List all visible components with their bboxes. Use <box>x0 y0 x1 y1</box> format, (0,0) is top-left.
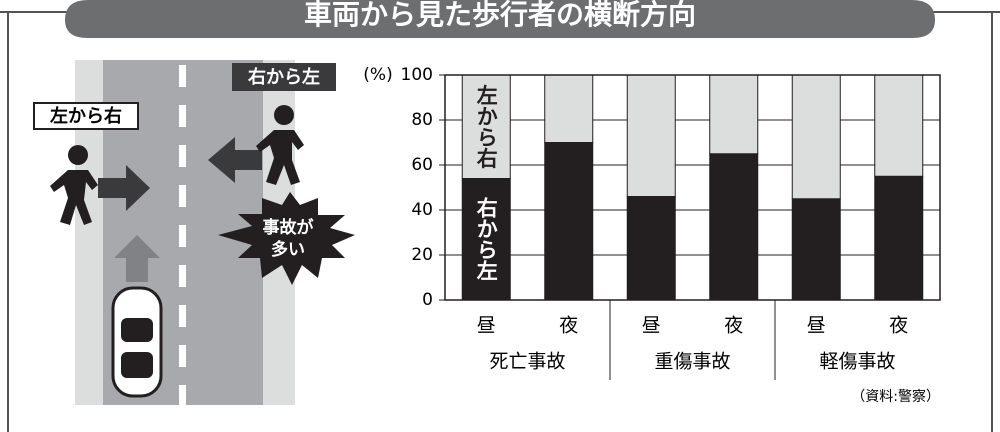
bar-segment <box>627 197 675 301</box>
y-tick-label: 80 <box>411 110 433 130</box>
group-label: 軽傷事故 <box>819 351 895 373</box>
series-label: 左から右 <box>474 84 498 170</box>
source: （資料:警察） <box>851 388 940 405</box>
group-label: 重傷事故 <box>654 351 730 373</box>
left-label: 左から右 <box>50 105 122 127</box>
bar-segment <box>627 75 675 197</box>
x-tick-label: 昼 <box>477 315 496 337</box>
x-tick-label: 夜 <box>889 315 908 337</box>
x-tick-label: 昼 <box>642 315 661 337</box>
bar-segment <box>545 75 593 143</box>
group-label: 死亡事故 <box>489 351 565 373</box>
bar-segment <box>875 176 923 300</box>
title: 車両から見た歩行者の横断方向 <box>304 0 696 31</box>
x-tick-label: 夜 <box>559 315 578 337</box>
bar-segment <box>792 75 840 199</box>
burst-text: 事故が <box>263 217 314 238</box>
bar-segment <box>545 143 593 301</box>
y-tick-label: 40 <box>411 200 433 220</box>
series-label: 右から左 <box>474 197 498 282</box>
road-illustration: 左から右 右から左 事故が 多い <box>34 60 355 405</box>
bar-segment <box>875 75 923 176</box>
burst-text: 多い <box>271 239 305 260</box>
bar-segment <box>792 199 840 300</box>
bar-segment <box>710 154 758 300</box>
page: 車両から見た歩行者の横断方向 左から右 右から左 事故が <box>0 0 1000 432</box>
plot-frame <box>445 75 940 300</box>
bar-segment <box>710 75 758 154</box>
y-tick-label: 0 <box>422 290 433 310</box>
y-tick-label: 100 <box>401 65 433 85</box>
y-axis-label: (%) <box>363 65 392 85</box>
right-label: 右から左 <box>248 66 320 88</box>
x-tick-label: 昼 <box>807 315 826 337</box>
y-tick-label: 20 <box>411 245 433 265</box>
x-tick-label: 夜 <box>724 315 743 337</box>
y-tick-label: 60 <box>411 155 433 175</box>
